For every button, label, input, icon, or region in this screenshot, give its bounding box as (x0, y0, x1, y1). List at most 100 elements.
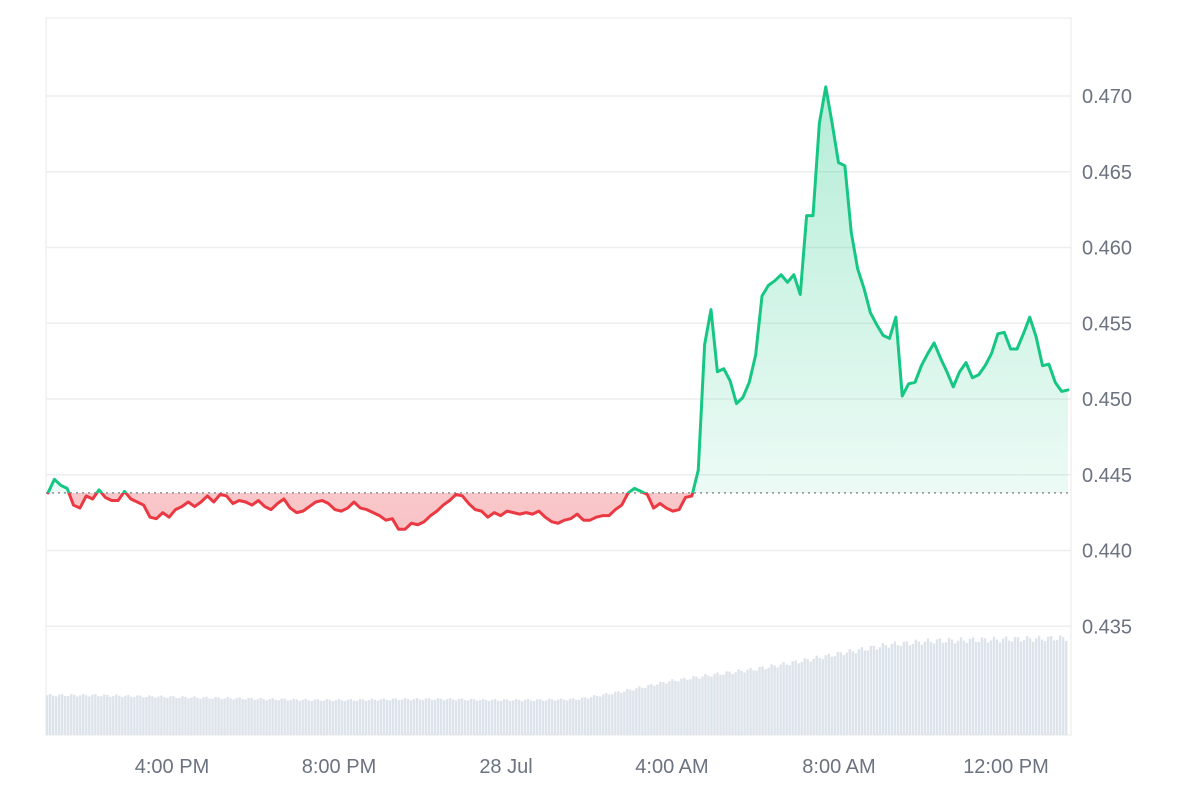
volume-bar (887, 647, 891, 735)
y-tick-label: 0.435 (1082, 616, 1132, 638)
volume-bar (713, 673, 716, 735)
volume-bar (64, 696, 67, 735)
volume-bar (608, 694, 611, 735)
volume-bar (541, 700, 545, 735)
volume-bar (1031, 641, 1035, 735)
volume-bar (427, 698, 431, 735)
volume-bar (560, 698, 563, 735)
volume-bar (478, 700, 482, 735)
volume-bar (629, 689, 632, 735)
volume-bar (67, 695, 70, 735)
volume-bar (202, 697, 205, 735)
y-tick-label: 0.460 (1082, 238, 1132, 260)
volume-bar (274, 699, 277, 735)
volume-bar (247, 697, 250, 735)
volume-bar (298, 700, 301, 735)
x-axis-ticks: 4:00 PM 8:00 PM 28 Jul 4:00 AM 8:00 AM 12:00 … (135, 756, 1049, 778)
volume-bar (1040, 639, 1044, 735)
volume-bar (334, 700, 337, 735)
volume-bar (587, 698, 590, 735)
volume-bar (193, 696, 196, 735)
volume-bar (746, 669, 749, 735)
volume-bar (974, 641, 978, 735)
volume-bar (821, 659, 824, 735)
volume-bar (827, 653, 830, 735)
y-tick-label: 0.445 (1082, 465, 1132, 487)
volume-bar (529, 700, 533, 735)
volume-bar (343, 701, 346, 735)
x-tick-label: 4:00 AM (635, 756, 708, 778)
x-tick-label: 12:00 PM (963, 756, 1049, 778)
volume-bar (1055, 639, 1059, 735)
volume-bar (136, 695, 139, 735)
volume-bar (109, 696, 112, 735)
volume-bar (82, 694, 85, 735)
volume-bar (481, 698, 485, 735)
volume-bar (806, 659, 809, 735)
volume-bar (454, 700, 458, 735)
volume-bar (605, 693, 608, 735)
volume-bar (262, 698, 265, 735)
volume-bar (779, 664, 782, 735)
volume-bar (310, 701, 313, 735)
volume-bar (442, 700, 446, 735)
volume-bar (851, 651, 854, 735)
volume-bar (466, 700, 470, 735)
volume-bar (905, 641, 909, 735)
volume-bar (415, 698, 419, 735)
volume-bar (553, 700, 557, 735)
volume-bar (508, 701, 512, 735)
volume-bar (493, 699, 497, 735)
volume-bar (124, 695, 127, 735)
volume-bar (547, 698, 551, 735)
volume-bar (812, 658, 815, 735)
volume-bar (127, 694, 130, 735)
x-tick-label: 4:00 PM (135, 756, 209, 778)
volume-bar (142, 697, 145, 735)
volume-bar (409, 700, 413, 735)
volume-bar (217, 697, 220, 735)
volume-bar (535, 699, 539, 735)
y-axis-ticks: 0.435 0.440 0.445 0.450 0.455 0.460 0.465 0.470 (1082, 86, 1132, 638)
volume-bar (716, 672, 719, 735)
volume-bar (532, 701, 536, 735)
volume-bar (61, 694, 64, 735)
volume-bar (70, 694, 73, 735)
volume-bar (1046, 636, 1050, 735)
volume-bar (728, 671, 731, 735)
volume-bar (962, 640, 966, 735)
volume-bar (983, 638, 987, 735)
volume-bar (944, 642, 948, 735)
volume-bar (355, 700, 359, 735)
volume-bar (878, 647, 882, 735)
volume-bar (1016, 637, 1020, 735)
volume-bar (403, 698, 407, 735)
volume-bar (472, 699, 476, 735)
volume-bar (538, 699, 542, 735)
volume-bar (406, 698, 410, 735)
volume-bar (929, 641, 933, 735)
volume-bar (271, 698, 274, 735)
volume-bar (674, 680, 677, 735)
volume-bar (926, 638, 930, 735)
volume-bar (121, 697, 124, 735)
volume-bar (596, 695, 599, 735)
volume-bar (791, 661, 794, 735)
volume-bar (593, 695, 596, 735)
volume-bar (88, 696, 91, 735)
volume-bar (722, 674, 725, 735)
volume-bar (520, 701, 524, 735)
volume-bar (340, 700, 343, 735)
volume-bar (740, 670, 743, 735)
volume-bar (1025, 636, 1029, 735)
volume-bar (920, 644, 924, 735)
volume-bar (130, 696, 133, 735)
volume-bar (797, 663, 800, 735)
volume-bar (364, 700, 368, 735)
volume-bar (575, 699, 578, 735)
volume-bar (644, 687, 647, 735)
volume-bar (923, 641, 927, 735)
volume-bar (689, 679, 692, 735)
volume-bar (950, 639, 954, 735)
